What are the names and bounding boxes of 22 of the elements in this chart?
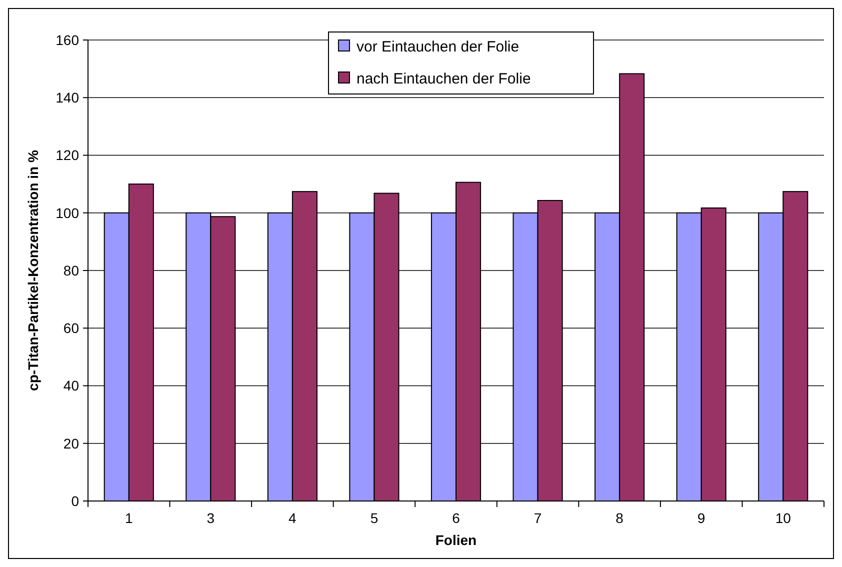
legend-label: vor Eintauchen der Folie (356, 38, 520, 56)
x-tick-label: 10 (775, 510, 792, 526)
y-tick-label: 100 (56, 204, 80, 221)
x-tick-label: 5 (370, 510, 378, 526)
y-axis-title: cp-Titan-Partikel-Konzentration in % (25, 150, 41, 391)
y-tick-label: 160 (56, 32, 80, 48)
y-tick-label: 0 (71, 492, 80, 509)
y-tick-label: 40 (63, 378, 80, 394)
legend-label: nach Eintauchen der Folie (356, 70, 531, 88)
y-tick-label: 20 (63, 435, 80, 452)
x-tick-label: 7 (534, 510, 542, 526)
y-tick-label: 80 (63, 262, 80, 278)
x-axis-title: Folien (435, 532, 477, 548)
x-tick-label: 1 (124, 510, 133, 526)
y-tick-label: 140 (56, 90, 80, 106)
x-tick-label: 3 (206, 510, 215, 526)
x-tick-label: 8 (616, 510, 624, 526)
x-tick-label: 9 (697, 510, 706, 526)
x-tick-label: 6 (452, 510, 460, 526)
y-tick-label: 120 (56, 147, 80, 164)
x-tick-label: 4 (288, 510, 297, 526)
y-tick-label: 60 (63, 320, 80, 336)
